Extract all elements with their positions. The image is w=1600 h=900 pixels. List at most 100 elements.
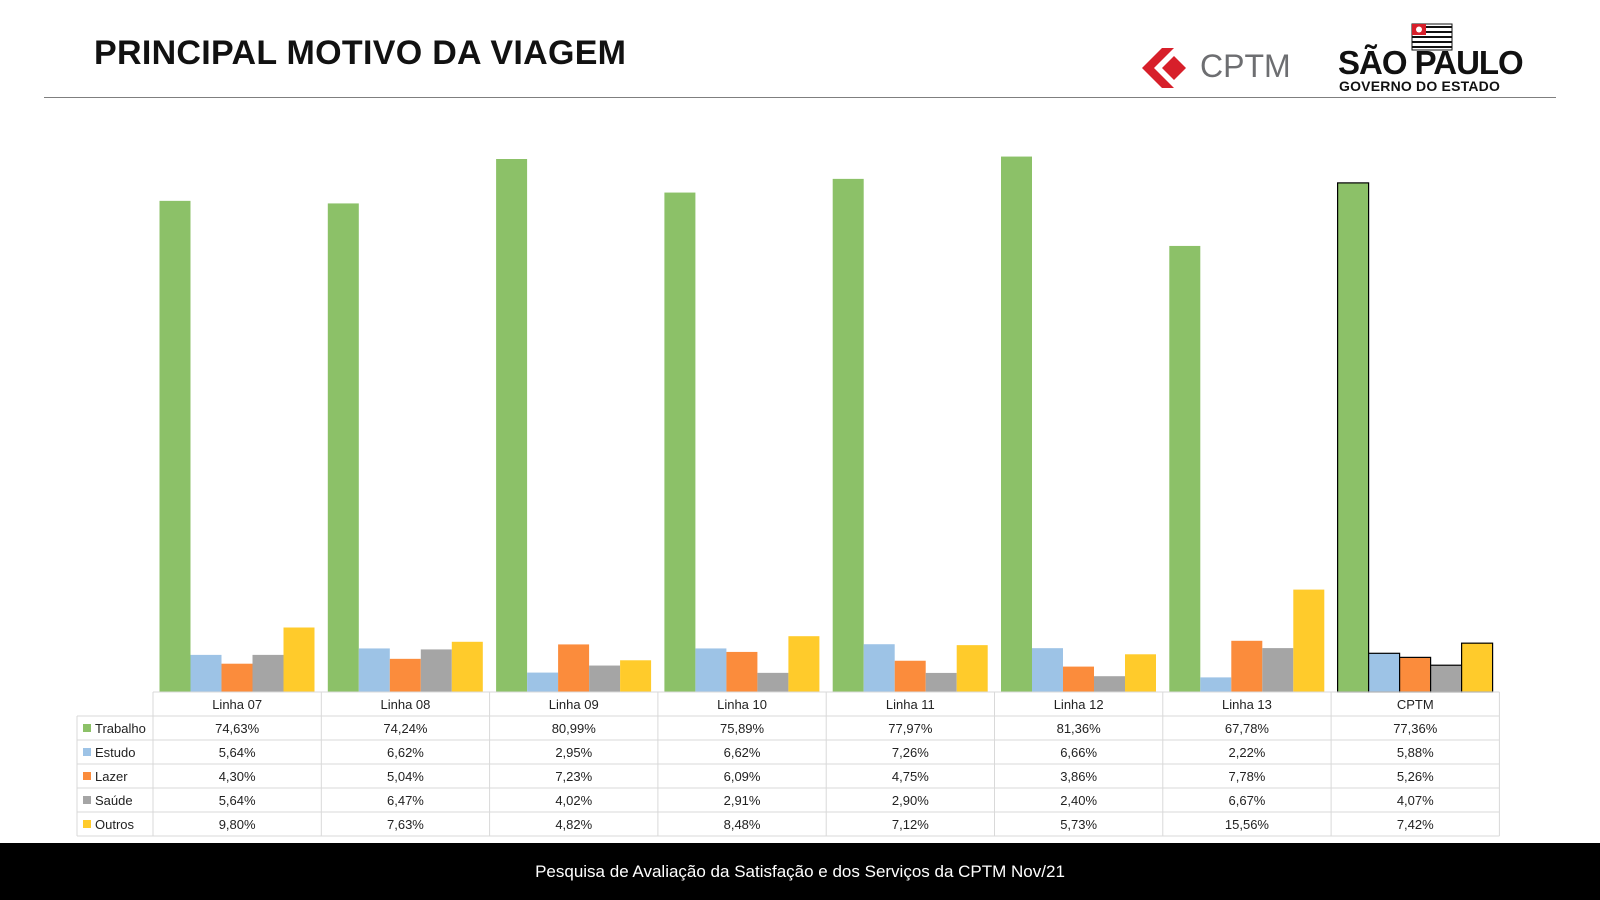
tick-label-linha-08: Linha 08 <box>381 697 431 712</box>
data-label-saude-linha-08: 6,47% <box>387 793 424 808</box>
bar-saude-linha-07 <box>252 654 284 692</box>
legend-key-lazer <box>83 772 91 780</box>
legend-label-outros: Outros <box>95 817 135 832</box>
data-label-trabalho-cptm: 77,36% <box>1393 721 1438 736</box>
footer-text: Pesquisa de Avaliação da Satisfação e do… <box>535 862 1065 881</box>
tick-label-cptm: CPTM <box>1397 697 1434 712</box>
data-label-estudo-linha-13: 2,22% <box>1229 745 1266 760</box>
bar-lazer-linha-07 <box>221 663 253 692</box>
tick-label-linha-13: Linha 13 <box>1222 697 1272 712</box>
bar-estudo-linha-13 <box>1200 677 1232 692</box>
cptm-logo-icon <box>1142 48 1186 88</box>
bar-outros-linha-10 <box>788 636 820 692</box>
bar-lazer-linha-09 <box>558 644 590 692</box>
bar-chart: Linha 07 Linha 08 Linha 09 Linha 10 Linha 11… <box>76 156 1500 837</box>
data-label-estudo-linha-12: 6,66% <box>1060 745 1097 760</box>
bar-outros-cptm <box>1460 642 1494 693</box>
sao-paulo-logo-text: SÃO PAULO <box>1338 44 1524 81</box>
header-divider <box>44 97 1556 98</box>
data-label-lazer-linha-10: 6,09% <box>724 769 761 784</box>
data-label-outros-linha-08: 7,63% <box>387 817 424 832</box>
bar-outros-linha-09 <box>620 660 652 692</box>
data-label-lazer-linha-09: 7,23% <box>555 769 592 784</box>
data-label-outros-cptm: 7,42% <box>1397 817 1434 832</box>
data-label-estudo-linha-08: 6,62% <box>387 745 424 760</box>
bar-trabalho-linha-07 <box>159 200 191 693</box>
data-label-trabalho-linha-09: 80,99% <box>552 721 597 736</box>
data-label-saude-linha-10: 2,91% <box>724 793 761 808</box>
legend-label-lazer: Lazer <box>95 769 128 784</box>
sao-paulo-logo-subtitle: GOVERNO DO ESTADO <box>1339 78 1501 94</box>
bar-outros-linha-13 <box>1293 589 1325 692</box>
bar-estudo-linha-10 <box>695 648 727 692</box>
legend-label-trabalho: Trabalho <box>95 721 146 736</box>
data-label-outros-linha-07: 9,80% <box>219 817 256 832</box>
bar-estudo-linha-11 <box>863 644 895 692</box>
tick-label-linha-11: Linha 11 <box>886 697 935 712</box>
bar-lazer-linha-10 <box>726 651 758 692</box>
tick-label-linha-10: Linha 10 <box>717 697 767 712</box>
bar-saude-linha-09 <box>589 665 621 692</box>
bar-estudo-linha-12 <box>1032 648 1063 692</box>
data-label-estudo-linha-11: 7,26% <box>892 745 929 760</box>
data-label-saude-linha-12: 2,40% <box>1060 793 1097 808</box>
data-label-lazer-linha-13: 7,78% <box>1229 769 1266 784</box>
data-label-outros-linha-09: 4,82% <box>555 817 592 832</box>
bar-estudo-cptm <box>1367 652 1401 693</box>
bar-saude-linha-11 <box>925 672 957 692</box>
data-label-lazer-linha-07: 4,30% <box>219 769 256 784</box>
bar-lazer-linha-11 <box>894 660 926 692</box>
bar-lazer-linha-13 <box>1231 640 1263 692</box>
bar-outros-linha-08 <box>451 641 483 692</box>
data-label-saude-cptm: 4,07% <box>1397 793 1434 808</box>
footer-bar <box>0 843 1600 900</box>
bar-trabalho-linha-11 <box>832 178 864 692</box>
data-label-outros-linha-11: 7,12% <box>892 817 929 832</box>
tick-label-linha-09: Linha 09 <box>549 697 599 712</box>
bar-trabalho-linha-08 <box>327 203 359 692</box>
data-label-trabalho-linha-08: 74,24% <box>383 721 428 736</box>
sao-paulo-flag-icon <box>1411 23 1453 51</box>
bar-estudo-linha-09 <box>527 672 559 692</box>
data-label-lazer-linha-11: 4,75% <box>892 769 929 784</box>
legend-key-trabalho <box>83 724 91 732</box>
page-title: PRINCIPAL MOTIVO DA VIAGEM <box>94 34 627 72</box>
bar-estudo-linha-07 <box>190 654 222 692</box>
bar-trabalho-linha-09 <box>496 159 528 692</box>
data-label-estudo-cptm: 5,88% <box>1397 745 1434 760</box>
bar-lazer-linha-08 <box>389 658 421 692</box>
cptm-logo-text: CPTM <box>1200 48 1291 84</box>
bar-saude-linha-08 <box>420 649 452 692</box>
bar-lazer-cptm <box>1398 656 1432 693</box>
data-label-lazer-linha-08: 5,04% <box>387 769 424 784</box>
bar-estudo-linha-08 <box>358 648 390 692</box>
bar-trabalho-linha-10 <box>664 192 696 692</box>
data-label-lazer-cptm: 5,26% <box>1397 769 1434 784</box>
bar-saude-linha-12 <box>1094 676 1125 692</box>
data-label-estudo-linha-07: 5,64% <box>219 745 256 760</box>
data-label-trabalho-linha-07: 74,63% <box>215 721 260 736</box>
data-label-outros-linha-10: 8,48% <box>724 817 761 832</box>
data-label-outros-linha-12: 5,73% <box>1060 817 1097 832</box>
bar-outros-linha-12 <box>1125 654 1156 692</box>
legend-key-outros <box>83 820 91 828</box>
data-label-saude-linha-11: 2,90% <box>892 793 929 808</box>
bar-saude-cptm <box>1429 664 1463 693</box>
bar-trabalho-linha-13 <box>1169 245 1201 692</box>
bar-saude-linha-13 <box>1262 648 1294 692</box>
data-label-estudo-linha-09: 2,95% <box>555 745 592 760</box>
bar-outros-linha-07 <box>283 627 315 692</box>
data-label-estudo-linha-10: 6,62% <box>724 745 761 760</box>
data-label-lazer-linha-12: 3,86% <box>1060 769 1097 784</box>
legend-key-estudo <box>83 748 91 756</box>
data-label-outros-linha-13: 15,56% <box>1225 817 1270 832</box>
tick-label-linha-07: Linha 07 <box>212 697 262 712</box>
bar-saude-linha-10 <box>757 672 789 692</box>
data-label-saude-linha-07: 5,64% <box>219 793 256 808</box>
legend-key-saude <box>83 796 91 804</box>
data-label-saude-linha-09: 4,02% <box>555 793 592 808</box>
bar-outros-linha-11 <box>956 645 988 692</box>
bar-lazer-linha-12 <box>1063 666 1094 692</box>
data-label-saude-linha-13: 6,67% <box>1229 793 1266 808</box>
legend-label-estudo: Estudo <box>95 745 135 760</box>
